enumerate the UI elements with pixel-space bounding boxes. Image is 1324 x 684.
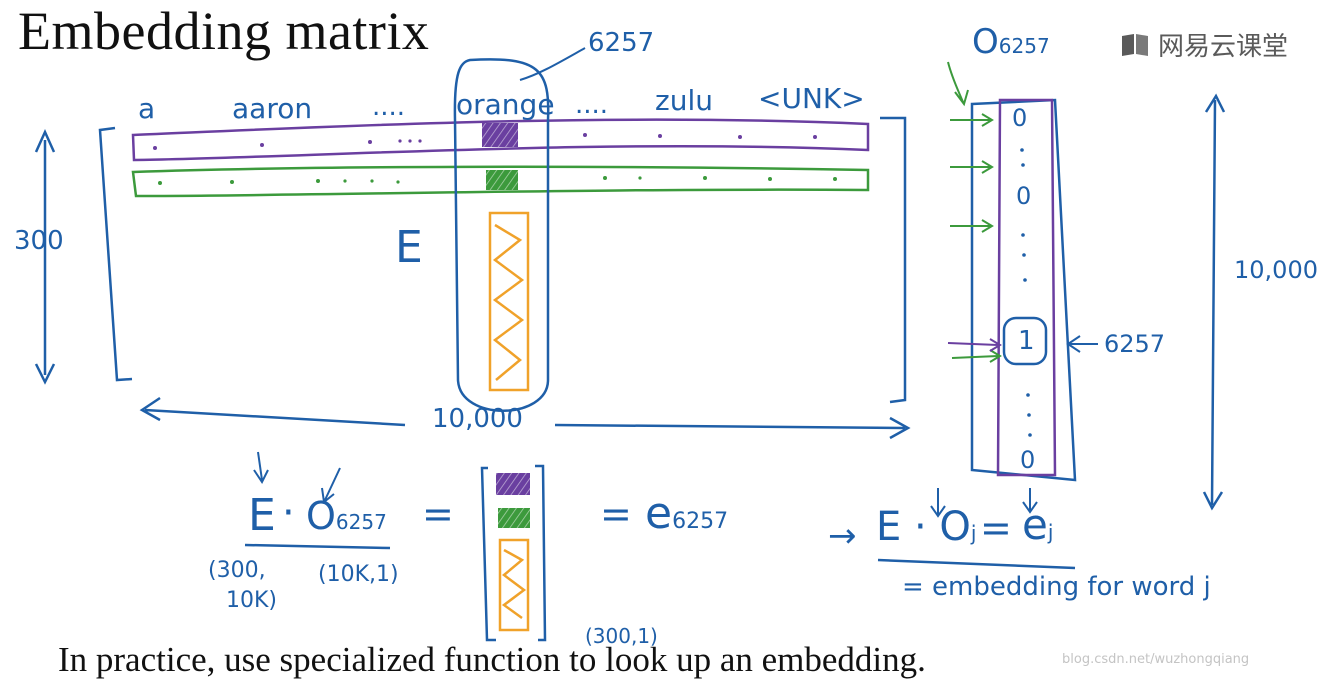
length-arrow: [1202, 93, 1226, 511]
col-label-zulu: zulu: [655, 84, 713, 117]
onehot-down-arrow: [1022, 488, 1038, 514]
watermark: blog.csdn.net/wuzhongqiang: [1062, 652, 1250, 667]
general-rhs-e: e: [1022, 500, 1048, 549]
shape-result: (300,1): [585, 624, 658, 648]
onehot-outer-strip: [970, 98, 1077, 482]
onehot-dots: [1020, 148, 1032, 437]
onehot-label-O: O: [972, 22, 999, 62]
cols-label: 10,000: [432, 404, 523, 434]
general-caption: = embedding for word j: [902, 572, 1211, 602]
general-O-down-arrow: [930, 488, 946, 518]
shape-E-line2: 10K): [226, 588, 278, 613]
purple-row-dots: [153, 133, 817, 150]
onehot-value-0: 0: [1012, 104, 1028, 132]
eq-O-down-arrow: [321, 467, 341, 504]
onehot-purple-arrow: [947, 338, 1002, 352]
onehot-one-box: [1002, 316, 1048, 366]
general-lhs-text: E · O: [876, 504, 971, 550]
one-index-label: 6257: [1104, 330, 1166, 358]
brand-logo-text: 网易云课堂: [1158, 32, 1289, 62]
orange-cell: [488, 211, 530, 392]
shape-O: (10K,1): [318, 562, 399, 587]
eq-lhs-dot: ·: [282, 490, 295, 536]
onehot-value-3: 0: [1020, 446, 1036, 474]
col-label-aaron: aaron: [232, 92, 313, 125]
rows-label: 300: [14, 226, 64, 256]
eq-lhs-E: E: [248, 490, 276, 541]
orange-column-oval: [453, 58, 550, 412]
onehot-label-arrow: [947, 61, 969, 107]
eq-lhs-O-sub: 6257: [335, 510, 387, 534]
brand-logo: 网易云课堂: [1120, 26, 1288, 63]
eq-E-down-arrow: [253, 451, 269, 484]
general-rhs-sub: j: [1047, 520, 1054, 544]
onehot-label-sub: 6257: [998, 34, 1050, 58]
rows-arrow: [34, 128, 56, 385]
eq-lhs-O: O6257: [306, 494, 387, 538]
eq-equals-2: =: [600, 492, 632, 536]
shape-E-line1: (300,: [208, 558, 266, 583]
col-label-a: a: [138, 92, 156, 125]
onehot-inner-strip: [996, 98, 1057, 477]
eq-underline: [244, 543, 391, 550]
col-label-unk: <UNK>: [758, 82, 865, 115]
purple-row-band: [131, 118, 870, 162]
col-label-dots-right: ....: [575, 90, 609, 120]
result-left-bracket: [480, 466, 496, 642]
onehot-value-1: 0: [1016, 182, 1032, 210]
general-equals: =: [980, 506, 1012, 550]
column-pointer-line: [519, 47, 586, 81]
onehot-value-one: 1: [1018, 326, 1035, 356]
eq-rhs: e6257: [645, 488, 728, 539]
footer-note: In practice, use specialized function to…: [58, 640, 926, 679]
general-arrow: →: [828, 516, 857, 556]
general-underline: [877, 558, 1076, 570]
cloud-book-icon: [1122, 33, 1148, 56]
matrix-right-bracket: [880, 116, 907, 404]
column-index-label: 6257: [588, 28, 655, 58]
general-lhs-sub: j: [970, 521, 977, 545]
eq-rhs-sub: 6257: [672, 509, 729, 534]
page-title: Embedding matrix: [18, 1, 430, 61]
result-orange-cell: [498, 538, 530, 632]
col-label-dots-left: ....: [372, 92, 406, 122]
eq-rhs-e: e: [645, 488, 673, 539]
green-row-dots: [158, 176, 837, 185]
eq-equals-1: =: [422, 492, 454, 536]
length-label: 10,000: [1234, 256, 1318, 284]
eq-lhs-O-letter: O: [306, 494, 336, 538]
general-lhs: E · Oj: [876, 504, 976, 550]
general-rhs: ej: [1022, 500, 1053, 549]
onehot-green-arrows: [950, 113, 1002, 363]
one-index-arrow: [1066, 335, 1098, 353]
col-label-orange: orange: [456, 88, 555, 121]
cols-arrow: [139, 396, 911, 440]
onehot-label: O6257: [972, 22, 1050, 62]
result-right-bracket: [535, 464, 547, 642]
green-row-band: [131, 165, 870, 198]
matrix-left-bracket: [98, 126, 133, 382]
matrix-symbol-E: E: [395, 222, 423, 273]
